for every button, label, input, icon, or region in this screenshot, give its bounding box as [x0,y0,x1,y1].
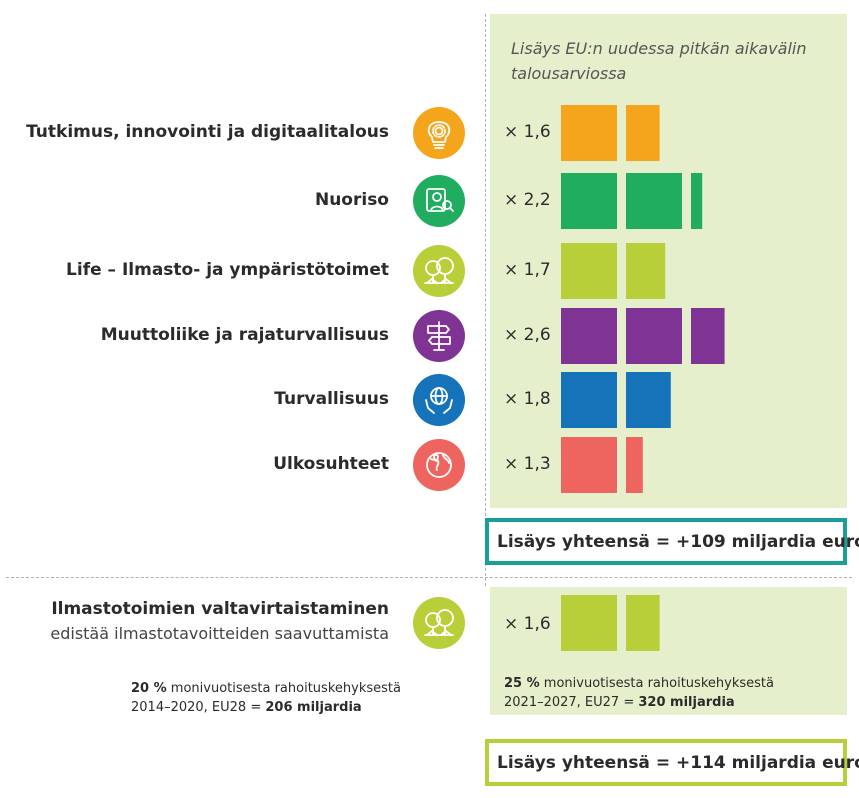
category-label: Muuttoliike ja rajaturvallisuus [100,325,389,345]
old-mff-amount: 206 miljardia [265,700,362,715]
old-mff-line2: 2014–2020, EU28 = [131,700,266,715]
trees-icon [413,597,465,649]
climate-total-increase-box: Lisäys yhteensä = +114 miljardia euroa [485,739,859,786]
multiplier-label: × 1,7 [504,260,551,280]
youth-person-icon [413,175,465,227]
multiplier-label: × 1,3 [504,454,551,474]
multiplier-label: × 2,6 [504,325,551,345]
horizontal-divider [6,577,852,578]
climate-panel [490,587,847,715]
new-mff-amount: 320 miljardia [638,695,735,710]
new-mff-line2: 2021–2027, EU27 = [504,695,639,710]
chart-header: Lisäys EU:n uudessa pitkän aikavälin tal… [511,39,807,83]
globe-hands-icon [413,374,465,426]
multiplier-label: × 1,8 [504,389,551,409]
trees-icon [413,245,465,297]
multiplier-label: × 1,6 [504,122,551,142]
category-label: Ulkosuhteet [273,454,389,474]
climate-subtitle: edistää ilmastotavoitteiden saavuttamist… [50,624,389,643]
total-increase-box: Lisäys yhteensä = +109 miljardia euroa [485,518,859,565]
new-mff-note: 25 % monivuotisesta rahoituskehyksestä 2… [504,674,774,712]
category-label: Tutkimus, innovointi ja digitaalitalous [26,122,389,142]
world-map-pin-icon [413,439,465,491]
climate-multiplier: × 1,6 [504,614,551,634]
climate-title: Ilmastotoimien valtavirtaistaminen [51,599,389,619]
old-mff-line1: monivuotisesta rahoituskehyksestä [166,681,401,696]
lightbulb-gear-icon [413,107,465,159]
signpost-icon [413,310,465,362]
old-mff-note: 20 % monivuotisesta rahoituskehyksestä 2… [131,679,401,717]
multiplier-label: × 2,2 [504,190,551,210]
vertical-divider [485,14,486,586]
new-mff-pct: 25 % [504,676,540,691]
old-mff-pct: 20 % [131,681,167,696]
new-mff-line1: monivuotisesta rahoituskehyksestä [539,676,774,691]
category-label: Turvallisuus [274,389,389,409]
category-label: Life – Ilmasto- ja ympäristötoimet [66,260,389,280]
category-label: Nuoriso [314,190,389,210]
